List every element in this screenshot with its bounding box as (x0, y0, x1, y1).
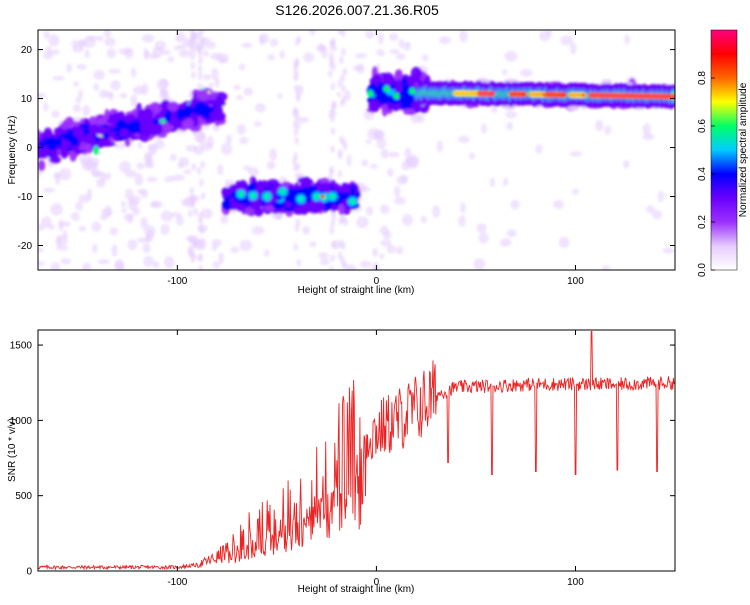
figure-title: S126.2026.007.21.36.R05 (275, 2, 439, 18)
snr-ylabel: SNR (10 * v/v) (7, 418, 18, 482)
snr-frame (37, 329, 676, 572)
spectrogram-xlabel: Height of straight line (km) (298, 285, 415, 296)
colorbar: 0.0 0.2 0.4 0.6 0.8 Normalized spectral ampl… (697, 29, 749, 277)
colorbar-ticks: 0.0 0.2 0.4 0.6 0.8 (697, 71, 715, 277)
spectrogram-xtick-label: -100 (167, 276, 187, 287)
spectrogram-xtick-label: 100 (567, 276, 584, 287)
colorbar-tick-label: 0.6 (697, 119, 708, 133)
snr-xlabel: Height of straight line (km) (298, 584, 415, 595)
snr-xtick-label: 0 (374, 577, 380, 588)
colorbar-tick-label: 0.8 (697, 71, 708, 85)
spectrogram-ytick-label: 10 (21, 94, 33, 105)
snr-ytick-label: 500 (15, 491, 32, 502)
snr-plot-area (38, 330, 675, 571)
colorbar-label: Normalized spectral amplitude (738, 82, 749, 217)
colorbar-tick-label: 0.4 (697, 167, 708, 181)
colorbar-tick-label: 0.0 (697, 263, 708, 277)
spectrogram-ytick-label: -20 (18, 241, 33, 252)
spectrogram-ytick-label: 20 (21, 45, 33, 56)
spectrogram-ylabel: Frequency (Hz) (7, 116, 18, 185)
colorbar-tick-label: 0.2 (697, 215, 708, 229)
spectrogram-ytick-label: -10 (18, 192, 33, 203)
spectrogram-ytick-label: 0 (26, 143, 32, 154)
snr-ytick-label: 0 (26, 567, 32, 578)
spectrogram-heatmap (38, 30, 675, 270)
snr-xtick-label: -100 (167, 577, 187, 588)
spectrogram-xtick-label: 0 (374, 276, 380, 287)
colorbar-gradient (710, 29, 738, 271)
snr-series-line (38, 331, 675, 571)
spectrogram-frame (37, 29, 676, 271)
snr-ytick-label: 1500 (10, 341, 33, 352)
snr-ytick-label: 1000 (10, 416, 33, 427)
snr-xtick-label: 100 (567, 577, 584, 588)
